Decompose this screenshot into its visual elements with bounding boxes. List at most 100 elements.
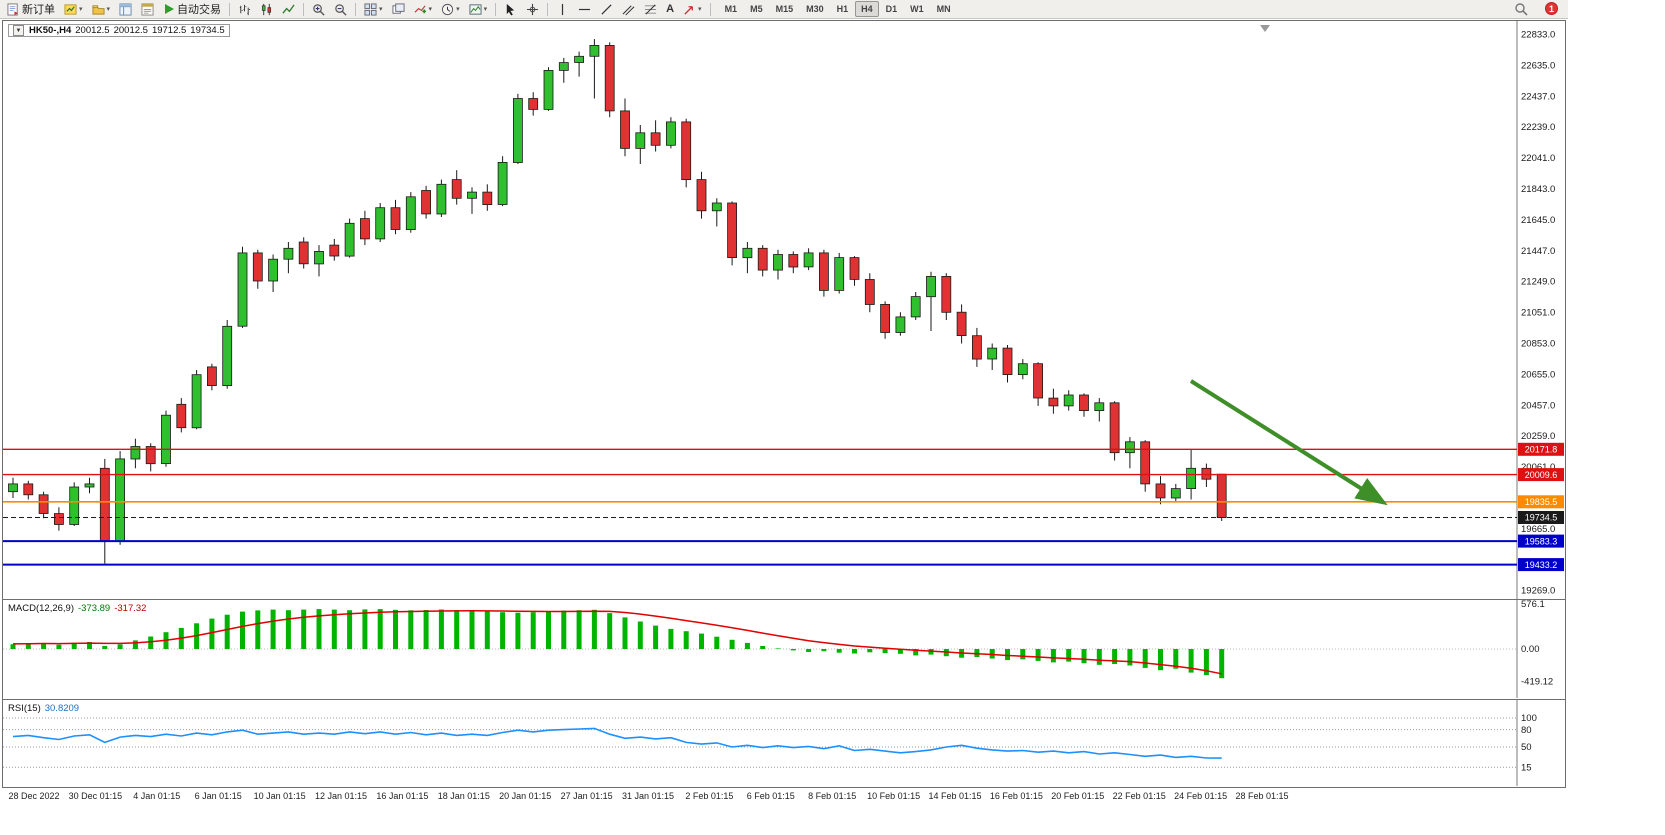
arrows-button[interactable]: ▾ <box>679 1 706 18</box>
notification-count: 1 <box>1545 2 1558 15</box>
auto-trading-play-icon <box>165 4 175 14</box>
timeframe-d1-button[interactable]: D1 <box>885 4 898 14</box>
fibonacci-button[interactable] <box>640 1 661 18</box>
indicators-icon <box>414 4 426 13</box>
bar-chart-button[interactable] <box>234 1 255 18</box>
time-label: 10 Jan 01:15 <box>253 791 306 801</box>
timeframe-h1-button[interactable]: H1 <box>836 4 849 14</box>
time-label: 8 Feb 01:15 <box>808 791 857 801</box>
svg-text:19665.0: 19665.0 <box>1521 524 1555 535</box>
toolbar-search[interactable] <box>1514 2 1528 16</box>
macd-chart[interactable]: 576.1 0.00 -419.12 <box>3 599 1565 698</box>
text-tool-icon: A <box>666 3 675 15</box>
chart-ohlc-header: ▼ HK50-,H4 20012.5 20012.5 19712.5 19734… <box>8 24 230 37</box>
dropdown-arrow-icon: ▾ <box>698 5 702 13</box>
indicators-button[interactable]: ▾ <box>410 1 437 18</box>
crosshair-icon <box>527 3 539 15</box>
svg-text:80: 80 <box>1521 725 1532 736</box>
time-axis[interactable]: 28 Dec 2022 30 Dec 01:15 4 Jan 01:15 6 Jan … <box>2 788 1566 806</box>
svg-text:0.00: 0.00 <box>1521 644 1540 655</box>
time-label: 20 Jan 01:15 <box>499 791 552 801</box>
timeframe-m5-button[interactable]: M5 <box>750 4 763 14</box>
auto-trading-button[interactable]: 自动交易 <box>159 1 225 18</box>
dropdown-arrow-icon: ▾ <box>79 5 83 13</box>
zoom-in-button[interactable] <box>308 1 329 18</box>
toolbar-separator <box>547 2 549 16</box>
tile-windows-icon <box>364 2 377 16</box>
dropdown-arrow-icon: ▾ <box>428 5 433 13</box>
crosshair-button[interactable] <box>522 1 543 18</box>
svg-text:22635.0: 22635.0 <box>1521 60 1555 71</box>
toolbar-separator <box>229 2 231 16</box>
rsi-panel[interactable]: RSI(15) 30.8209 100 80 50 15 <box>2 700 1566 788</box>
svg-text:576.1: 576.1 <box>1521 600 1545 610</box>
new-chart-button[interactable]: ▾ <box>60 1 87 18</box>
rsi-label: RSI(15) 30.8209 <box>8 703 79 714</box>
line-chart-button[interactable] <box>278 1 299 18</box>
zoom-out-button[interactable] <box>330 1 351 18</box>
timeframe-h4-button[interactable]: H4 <box>855 1 879 17</box>
horizontal-line-button[interactable] <box>574 1 595 18</box>
arrow-tool-icon <box>684 5 693 15</box>
candlestick-chart[interactable]: 22833.0 22635.0 22437.0 22239.0 22041.0 21843… <box>3 21 1565 599</box>
market-watch-button[interactable] <box>115 1 136 18</box>
svg-text:19583.3: 19583.3 <box>1525 536 1558 546</box>
trendline-button[interactable] <box>596 1 617 18</box>
new-order-button[interactable]: 新订单 <box>3 1 59 18</box>
trend-arrow-annotation[interactable] <box>1189 379 1388 506</box>
tile-windows-button[interactable]: ▾ <box>360 1 387 18</box>
profiles-button[interactable]: ▾ <box>88 1 115 18</box>
rsi-line <box>12 727 1222 759</box>
dropdown-arrow-icon: ▾ <box>379 5 383 13</box>
equidistant-channel-button[interactable] <box>618 1 639 18</box>
svg-text:15: 15 <box>1521 763 1532 774</box>
svg-text:21645.0: 21645.0 <box>1521 215 1555 226</box>
macd-histogram <box>10 609 1225 679</box>
time-label: 22 Feb 01:15 <box>1112 791 1166 801</box>
svg-text:21051.0: 21051.0 <box>1521 308 1555 319</box>
cascade-windows-button[interactable] <box>388 1 409 18</box>
main-toolbar: 新订单 ▾ ▾ 自动交易 ▾ ▾ <box>0 0 1568 19</box>
time-label: 18 Jan 01:15 <box>437 791 490 801</box>
svg-text:20457.0: 20457.0 <box>1521 400 1555 411</box>
notification-badge[interactable]: 1 <box>1545 2 1558 15</box>
timeframe-m1-button[interactable]: M1 <box>724 4 738 14</box>
timeframe-mn-button[interactable]: MN <box>936 4 951 14</box>
macd-label: MACD(12,26,9) -373.89 -317.32 <box>8 603 146 614</box>
time-label: 28 Dec 2022 <box>8 791 60 801</box>
timeframe-m15-button[interactable]: M15 <box>775 4 794 14</box>
time-label: 27 Jan 01:15 <box>560 791 613 801</box>
svg-text:21843.0: 21843.0 <box>1521 184 1555 195</box>
data-window-button[interactable] <box>137 1 158 18</box>
time-label: 31 Jan 01:15 <box>621 791 675 801</box>
one-click-trading-toggle[interactable]: ▼ <box>13 25 24 36</box>
dropdown-arrow-icon: ▾ <box>483 5 488 13</box>
time-label: 28 Feb 01:15 <box>1235 791 1289 801</box>
text-button[interactable]: A <box>662 1 678 18</box>
chevron-down-icon: ▼ <box>15 27 22 34</box>
candlestick-chart-button[interactable] <box>256 1 277 18</box>
periods-button[interactable]: ▾ <box>437 1 464 18</box>
timeframe-m30-button[interactable]: M30 <box>806 4 824 14</box>
cursor-button[interactable] <box>500 1 521 18</box>
clock-icon <box>441 3 454 15</box>
time-label: 4 Jan 01:15 <box>133 791 181 801</box>
price-badges: 20171.8 20009.6 19835.5 19734.5 19583.3 19433… <box>1518 442 1564 572</box>
auto-trading-label: 自动交易 <box>177 4 222 16</box>
close-value: 19734.5 <box>190 25 225 36</box>
price-axis[interactable]: 22833.0 22635.0 22437.0 22239.0 22041.0 21843… <box>1516 21 1555 599</box>
templates-button[interactable]: ▾ <box>465 1 492 18</box>
vertical-line-button[interactable] <box>552 1 573 18</box>
time-label: 14 Feb 01:15 <box>928 791 982 801</box>
price-chart-panel[interactable]: ▼ HK50-,H4 20012.5 20012.5 19712.5 19734… <box>2 20 1566 600</box>
toolbar-separator <box>495 2 497 16</box>
rsi-value: 30.8209 <box>44 703 80 714</box>
time-label: 16 Jan 01:15 <box>376 791 429 801</box>
horizontal-line-icon <box>579 8 591 10</box>
horizontal-line-objects[interactable] <box>3 448 1517 566</box>
timeframe-w1-button[interactable]: W1 <box>910 4 924 14</box>
macd-panel[interactable]: MACD(12,26,9) -373.89 -317.32 576.1 0.00 -… <box>2 599 1566 700</box>
chart-shift-marker <box>1260 25 1270 32</box>
